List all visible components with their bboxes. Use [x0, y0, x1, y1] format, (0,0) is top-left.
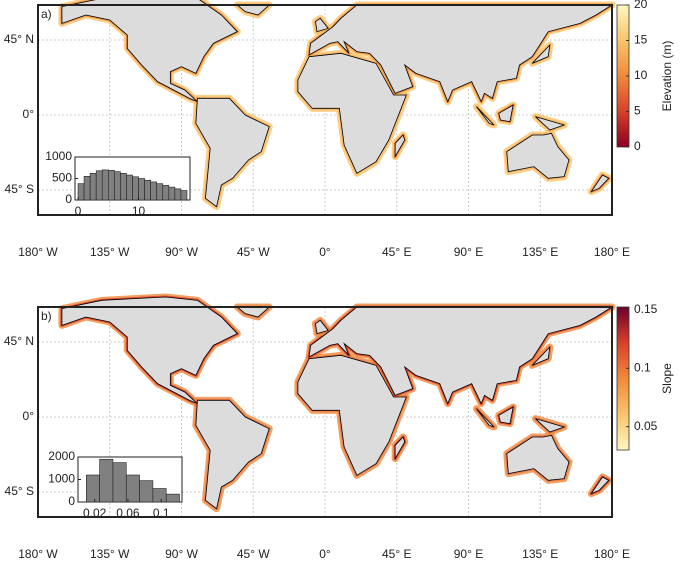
- land: [61, 0, 238, 103]
- colorbar-tick-label: 10: [634, 68, 648, 82]
- land: [535, 116, 566, 131]
- land: [195, 97, 270, 208]
- land: [476, 408, 495, 428]
- land: [61, 296, 238, 405]
- histogram-bar: [168, 186, 176, 201]
- lat-label: 45° N: [4, 334, 34, 348]
- colorbar-label: Elevation (m): [660, 41, 674, 112]
- lat-label: 45° S: [5, 182, 34, 196]
- map-frame: [37, 4, 613, 216]
- lon-label: 135° E: [522, 547, 558, 561]
- land: [535, 418, 566, 433]
- histogram-bar: [126, 174, 133, 201]
- colorbar-tick-label: 5: [634, 104, 641, 118]
- histogram-bar: [99, 458, 114, 503]
- histogram-bar: [150, 181, 158, 201]
- land: [394, 436, 406, 461]
- land: [314, 319, 329, 335]
- histogram-bar: [107, 170, 115, 201]
- inset-y-tick-label: 1000: [48, 472, 75, 486]
- inset-x-tick-label: 0.06: [116, 506, 140, 520]
- land: [506, 434, 570, 481]
- lon-label: 90° E: [454, 547, 483, 561]
- histogram-bar: [132, 176, 139, 201]
- lon-label: 45° W: [237, 547, 270, 561]
- histogram-bar: [86, 474, 100, 503]
- histogram-bar: [120, 173, 127, 201]
- colorbar-label: Slope: [660, 363, 674, 394]
- land: [531, 345, 551, 366]
- inset-y-tick-label: 0: [68, 494, 75, 508]
- inset-x-tick-label: 10: [132, 204, 146, 218]
- histogram-bar: [139, 480, 154, 503]
- inset-y-tick-label: 0: [65, 192, 72, 206]
- histogram-bar: [174, 188, 182, 201]
- histogram-bar: [89, 173, 97, 201]
- land: [394, 134, 406, 159]
- lat-label: 45° N: [4, 32, 34, 46]
- histogram-bar: [156, 183, 164, 201]
- map-frame: [37, 306, 613, 518]
- land: [590, 476, 610, 495]
- inset-y-tick-label: 2000: [48, 449, 75, 463]
- land: [297, 354, 407, 476]
- lon-label: 90° W: [165, 547, 198, 561]
- histogram-bar: [114, 171, 121, 201]
- histogram-bar: [180, 190, 188, 201]
- land: [590, 174, 610, 193]
- land: [498, 406, 514, 425]
- histogram-bar: [144, 179, 151, 201]
- land: [498, 104, 514, 123]
- lon-label: 45° E: [382, 547, 411, 561]
- histogram-bar: [77, 183, 85, 201]
- land: [314, 17, 329, 33]
- histogram-bar: [101, 169, 109, 201]
- colorbar-tick-label: 15: [634, 33, 648, 47]
- land: [531, 43, 551, 64]
- lon-label: 0°: [319, 547, 331, 561]
- colorbar-tick-label: 20: [634, 0, 648, 11]
- histogram-bar: [112, 462, 127, 503]
- colorbar-tick-label: 0.1: [634, 361, 651, 375]
- lon-label: 90° W: [165, 245, 198, 259]
- land: [297, 52, 407, 174]
- lon-label: 135° E: [522, 245, 558, 259]
- histogram-bar: [162, 185, 170, 201]
- lon-label: 180° E: [594, 245, 630, 259]
- colorbar: [616, 306, 630, 451]
- colorbar-tick-label: 0.15: [634, 302, 658, 316]
- inset-y-tick-label: 500: [52, 171, 72, 185]
- inset-y-tick-label: 1000: [45, 149, 72, 163]
- inset-x-tick-label: 0.02: [83, 506, 107, 520]
- inset-x-tick-label: 0: [75, 204, 82, 218]
- histogram-bar: [95, 170, 103, 201]
- inset-x-tick-label: 0.1: [153, 506, 170, 520]
- lon-label: 45° E: [382, 245, 411, 259]
- land: [476, 106, 495, 126]
- lon-label: 180° W: [18, 547, 58, 561]
- lon-label: 180° E: [594, 547, 630, 561]
- lon-label: 0°: [319, 245, 331, 259]
- lon-label: 45° W: [237, 245, 270, 259]
- colorbar-tick-label: 0: [634, 139, 641, 153]
- panel-label: b): [41, 309, 52, 323]
- panel-label: a): [41, 7, 52, 21]
- lon-label: 90° E: [454, 245, 483, 259]
- histogram-bar: [125, 474, 140, 503]
- land: [195, 399, 270, 510]
- lon-label: 135° W: [90, 245, 130, 259]
- lat-label: 0°: [23, 107, 35, 121]
- histogram-bar: [83, 176, 91, 201]
- histogram-bar: [165, 493, 180, 503]
- histogram-bar: [152, 488, 167, 503]
- colorbar-tick-label: 0.05: [634, 419, 658, 433]
- land: [506, 132, 570, 179]
- lat-label: 45° S: [5, 484, 34, 498]
- lon-label: 180° W: [18, 245, 58, 259]
- lat-label: 0°: [23, 409, 35, 423]
- histogram-bar: [138, 178, 145, 201]
- lon-label: 135° W: [90, 547, 130, 561]
